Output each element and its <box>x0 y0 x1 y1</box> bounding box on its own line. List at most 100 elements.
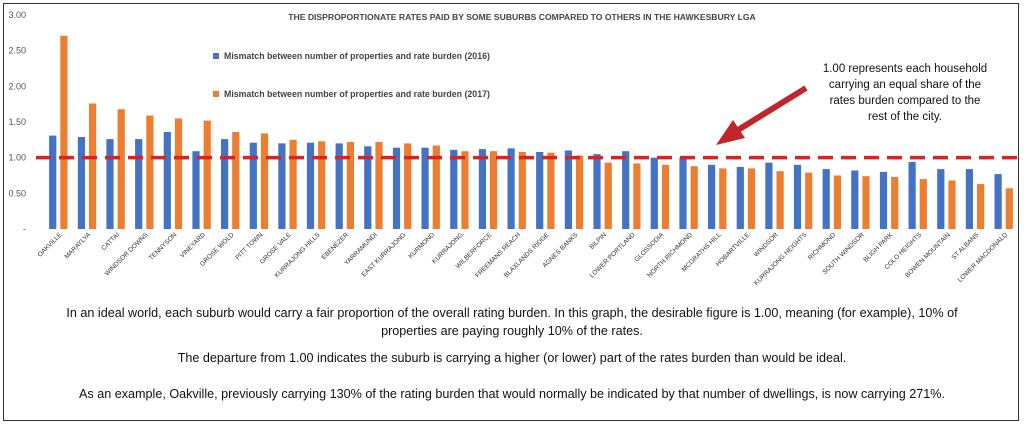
x-tick-label: EBENEZER <box>320 231 350 261</box>
bar-2016 <box>364 146 372 229</box>
bar-2017 <box>604 162 612 229</box>
bar-2016 <box>306 142 315 229</box>
bar-2016 <box>965 169 973 229</box>
legend-label-2016: Mismatch between number of properties an… <box>224 51 490 61</box>
bar-2017 <box>833 175 841 229</box>
bar-2017 <box>60 35 68 230</box>
bar-2017 <box>547 152 555 229</box>
bar-2016 <box>478 149 486 229</box>
bar-2016 <box>221 139 229 229</box>
legend-swatch-2017 <box>213 91 219 97</box>
bar-2016 <box>135 139 143 229</box>
bar-2016 <box>392 147 401 229</box>
y-tick-label: 2.00 <box>8 81 26 91</box>
bar-2016 <box>450 149 458 229</box>
y-tick-label: 3.00 <box>8 10 26 20</box>
annotation-line-3: rates burden compared to the <box>830 95 981 107</box>
bar-2017 <box>289 139 297 229</box>
y-tick-label: 0.50 <box>8 188 26 198</box>
x-tick-label: VINEYARD <box>179 231 207 259</box>
y-tick-label: 1.00 <box>8 153 26 163</box>
bar-2017 <box>977 184 985 229</box>
bar-2016 <box>650 157 658 229</box>
bar-2016 <box>278 143 286 229</box>
explanation-line-1: In an ideal world, each suburb would car… <box>66 306 958 320</box>
x-tick-label: MARAYLYA <box>63 231 92 260</box>
bar-2016 <box>908 161 916 229</box>
bar-2017 <box>117 109 125 229</box>
bar-2017 <box>891 176 899 229</box>
explanation-paragraph-3: As an example, Oakville, previously carr… <box>79 387 945 401</box>
legend-label-2017: Mismatch between number of properties an… <box>224 89 490 99</box>
y-axis: 3.00 2.50 2.00 1.50 1.00 0.50 - <box>8 10 26 234</box>
bar-2017 <box>776 171 784 229</box>
x-tick-label: WINDSOR <box>753 231 780 258</box>
x-tick-label: LOWER MACDONALD <box>957 231 1010 284</box>
bar-2017 <box>690 166 698 229</box>
bar-2016 <box>679 157 687 229</box>
bar-2016 <box>564 150 572 229</box>
figure-frame <box>3 3 1019 421</box>
bar-2016 <box>421 147 429 229</box>
bar-2017 <box>1005 188 1013 229</box>
bar-2016 <box>335 143 343 229</box>
bar-2016 <box>536 152 544 229</box>
bar-2016 <box>192 151 200 229</box>
bar-2016 <box>994 174 1002 229</box>
annotation-line-4: rest of the city. <box>868 111 942 123</box>
chart-title: THE DISPROPORTIONATE RATES PAID BY SOME … <box>288 12 755 22</box>
annotation: 1.00 represents each household carrying … <box>716 63 987 145</box>
x-tick-label: KURMOND <box>407 231 436 260</box>
bar-2017 <box>203 120 211 229</box>
bar-2017 <box>719 168 727 229</box>
bar-2016 <box>622 151 630 229</box>
bar-2017 <box>805 172 813 229</box>
bar-2017 <box>490 151 498 229</box>
bar-2016 <box>937 169 945 229</box>
bar-2016 <box>593 154 601 229</box>
bar-2017 <box>518 152 526 229</box>
x-tick-label: CATTAI <box>100 231 121 252</box>
bar-2017 <box>346 142 354 229</box>
y-tick-label: - <box>23 224 26 234</box>
y-tick-label: 2.50 <box>8 46 26 56</box>
bar-2017 <box>661 164 670 229</box>
bar-2017 <box>948 180 956 229</box>
bar-2016 <box>77 137 85 229</box>
bar-2017 <box>89 103 97 229</box>
x-tick-label: ST ALBANS <box>951 231 981 261</box>
bar-2016 <box>765 162 773 229</box>
annotation-line-1: 1.00 represents each household <box>823 63 987 75</box>
bar-2016 <box>879 171 888 229</box>
bar-2017 <box>862 176 870 229</box>
bar-2017 <box>375 142 383 229</box>
legend-swatch-2016 <box>213 53 219 59</box>
bar-2017 <box>919 179 927 229</box>
explanation-line-2: properties are paying roughly 10% of the… <box>381 324 643 338</box>
bar-2016 <box>851 170 859 229</box>
annotation-arrow-head <box>716 120 745 145</box>
bar-2016 <box>49 135 57 229</box>
y-tick-label: 1.50 <box>8 117 26 127</box>
bar-2017 <box>404 143 412 229</box>
bar-2016 <box>507 148 515 229</box>
bar-2016 <box>163 132 171 229</box>
bar-2016 <box>736 166 744 229</box>
x-tick-label: PITT TOWN <box>234 231 264 261</box>
explanation-paragraph-1: In an ideal world, each suburb would car… <box>10 304 1014 340</box>
x-tick-label: OAKVILLE <box>37 231 65 259</box>
bars <box>49 35 1013 230</box>
bar-2017 <box>318 141 326 229</box>
bar-2016 <box>708 164 716 229</box>
bar-2017 <box>174 118 183 229</box>
x-tick-label: RICHMOND <box>807 231 837 261</box>
x-tick-label: TENNYSON <box>148 231 179 262</box>
bar-2017 <box>461 151 469 229</box>
bar-2016 <box>249 142 257 229</box>
x-tick-label: BILPIN <box>589 231 609 251</box>
explanation-paragraph-2: The departure from 1.00 indicates the su… <box>177 351 847 365</box>
bar-2017 <box>747 168 756 229</box>
bar-2016 <box>793 164 802 229</box>
rates-mismatch-chart: 3.00 2.50 2.00 1.50 1.00 0.50 - OAKVILLE MARAYL… <box>8 10 1018 287</box>
